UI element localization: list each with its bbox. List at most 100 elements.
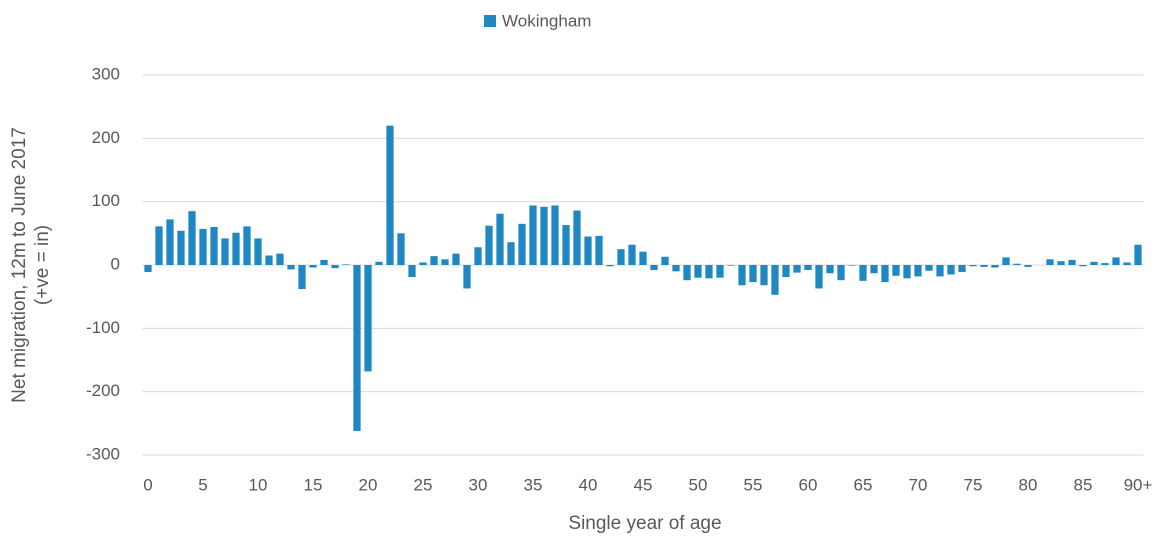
- bar: [727, 265, 735, 266]
- x-tick-label: 65: [854, 475, 873, 494]
- bar: [925, 265, 933, 271]
- bar: [276, 253, 284, 265]
- x-tick-label: 10: [249, 475, 268, 494]
- bar: [661, 256, 669, 265]
- bar: [1101, 263, 1109, 265]
- bar: [529, 205, 537, 265]
- x-tick-label: 35: [524, 475, 543, 494]
- bar: [188, 211, 196, 265]
- bar: [507, 242, 515, 265]
- bar: [958, 265, 966, 272]
- bar: [1079, 265, 1087, 267]
- bar: [1123, 262, 1131, 265]
- x-tick-label: 55: [744, 475, 763, 494]
- bar: [331, 265, 339, 269]
- bar: [760, 265, 768, 286]
- bar: [573, 210, 581, 265]
- x-tick-label: 5: [198, 475, 207, 494]
- bar: [639, 251, 647, 265]
- y-tick-label: 200: [92, 128, 120, 147]
- y-tick-label: 300: [92, 64, 120, 83]
- bar: [463, 265, 471, 289]
- legend-label: Wokingham: [502, 11, 591, 30]
- x-axis-title: Single year of age: [568, 513, 721, 534]
- bar: [375, 261, 383, 265]
- bar: [166, 219, 174, 265]
- x-tick-label: 85: [1074, 475, 1093, 494]
- bar: [650, 265, 658, 271]
- bar: [837, 265, 845, 281]
- bar: [243, 226, 251, 265]
- bar: [364, 265, 372, 372]
- bar: [342, 264, 350, 265]
- bar: [232, 232, 240, 265]
- bar: [1090, 261, 1098, 265]
- bar: [496, 213, 504, 265]
- bar: [1112, 257, 1120, 265]
- bar: [881, 265, 889, 283]
- bar: [287, 265, 295, 270]
- x-tick-label: 20: [359, 475, 378, 494]
- bar: [1068, 259, 1076, 265]
- x-tick-label: 60: [799, 475, 818, 494]
- bar: [265, 255, 273, 265]
- bar: [199, 228, 207, 265]
- bar: [155, 226, 163, 265]
- bar: [221, 238, 229, 265]
- x-tick-label: 80: [1019, 475, 1038, 494]
- bar: [683, 265, 691, 281]
- bar: [694, 265, 702, 278]
- bar: [562, 225, 570, 265]
- bar: [826, 265, 834, 274]
- bar: [408, 265, 416, 278]
- bar: [210, 227, 218, 265]
- bar: [804, 265, 812, 271]
- bar: [617, 249, 625, 265]
- x-tick-label: 50: [689, 475, 708, 494]
- bar: [298, 265, 306, 290]
- x-tick-label: 25: [414, 475, 433, 494]
- bar: [859, 265, 867, 281]
- bar: [969, 265, 977, 267]
- bar: [914, 265, 922, 277]
- bar: [628, 244, 636, 265]
- x-tick-label: 45: [634, 475, 653, 494]
- bar: [430, 256, 438, 265]
- bar: [749, 265, 757, 283]
- bar: [177, 230, 185, 265]
- bar: [309, 265, 317, 268]
- x-tick-label: 90+: [1124, 475, 1153, 494]
- bar: [606, 265, 614, 267]
- bar: [848, 265, 856, 266]
- bar: [419, 262, 427, 265]
- bar: [705, 265, 713, 279]
- y-tick-label: -100: [86, 318, 120, 337]
- y-axis-title: (+ve = in): [32, 225, 53, 305]
- bar: [1057, 261, 1065, 265]
- bar: [595, 235, 603, 265]
- bar: [936, 265, 944, 277]
- bar: [771, 265, 779, 295]
- bar: [386, 125, 394, 266]
- y-tick-label: -200: [86, 381, 120, 400]
- bar: [397, 233, 405, 265]
- bar: [980, 265, 988, 267]
- bar: [518, 223, 526, 265]
- bar: [793, 265, 801, 273]
- bar: [551, 205, 559, 265]
- bar: [1046, 259, 1054, 265]
- legend-swatch: [484, 15, 496, 27]
- y-axis-title: Net migration, 12m to June 2017: [9, 127, 30, 403]
- x-tick-label: 40: [579, 475, 598, 494]
- bar: [1013, 263, 1021, 265]
- bar: [584, 236, 592, 265]
- bar: [144, 265, 152, 272]
- bar: [870, 265, 878, 274]
- x-tick-label: 70: [909, 475, 928, 494]
- bar: [1134, 244, 1142, 265]
- bar: [320, 259, 328, 265]
- y-tick-label: 0: [111, 254, 120, 273]
- bar: [441, 259, 449, 265]
- bar: [672, 265, 680, 272]
